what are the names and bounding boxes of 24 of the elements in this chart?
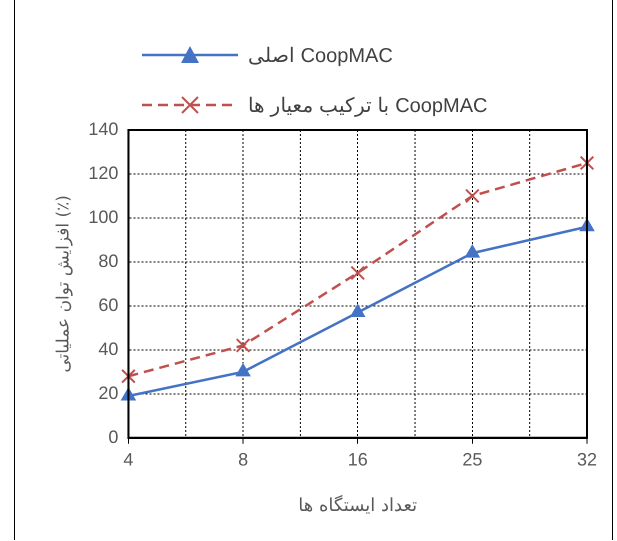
point (580, 156, 594, 170)
y-tick-label: 120 (88, 162, 118, 183)
point (350, 304, 366, 317)
y-tick-label: 60 (98, 294, 118, 315)
x-tick-label: 16 (348, 450, 368, 470)
point (236, 363, 251, 376)
y-tick-label: 40 (98, 338, 118, 359)
legend-label: CoopMAC با ترکیب معیار ها (248, 94, 488, 118)
x-tick-label: 25 (462, 450, 482, 470)
point (236, 338, 250, 353)
x-tick-label: 8 (238, 450, 248, 470)
x-axis-title: تعداد ایستگاه ها (298, 494, 418, 516)
x-tick-label: 4 (123, 450, 134, 470)
x-tick-label: 32 (576, 450, 598, 470)
point (464, 188, 480, 204)
y-tick-label: 100 (88, 206, 118, 227)
y-tick-label: 140 (88, 118, 118, 139)
y-tick-label: 80 (98, 250, 118, 271)
y-tick-label: 20 (98, 382, 118, 403)
y-axis-title: افزایش توان عملیاتی (٪) (54, 195, 74, 373)
point (350, 266, 366, 280)
point (464, 244, 480, 258)
y-tick-label: 0 (108, 426, 118, 447)
legend-label: CoopMAC اصلی (248, 44, 393, 68)
